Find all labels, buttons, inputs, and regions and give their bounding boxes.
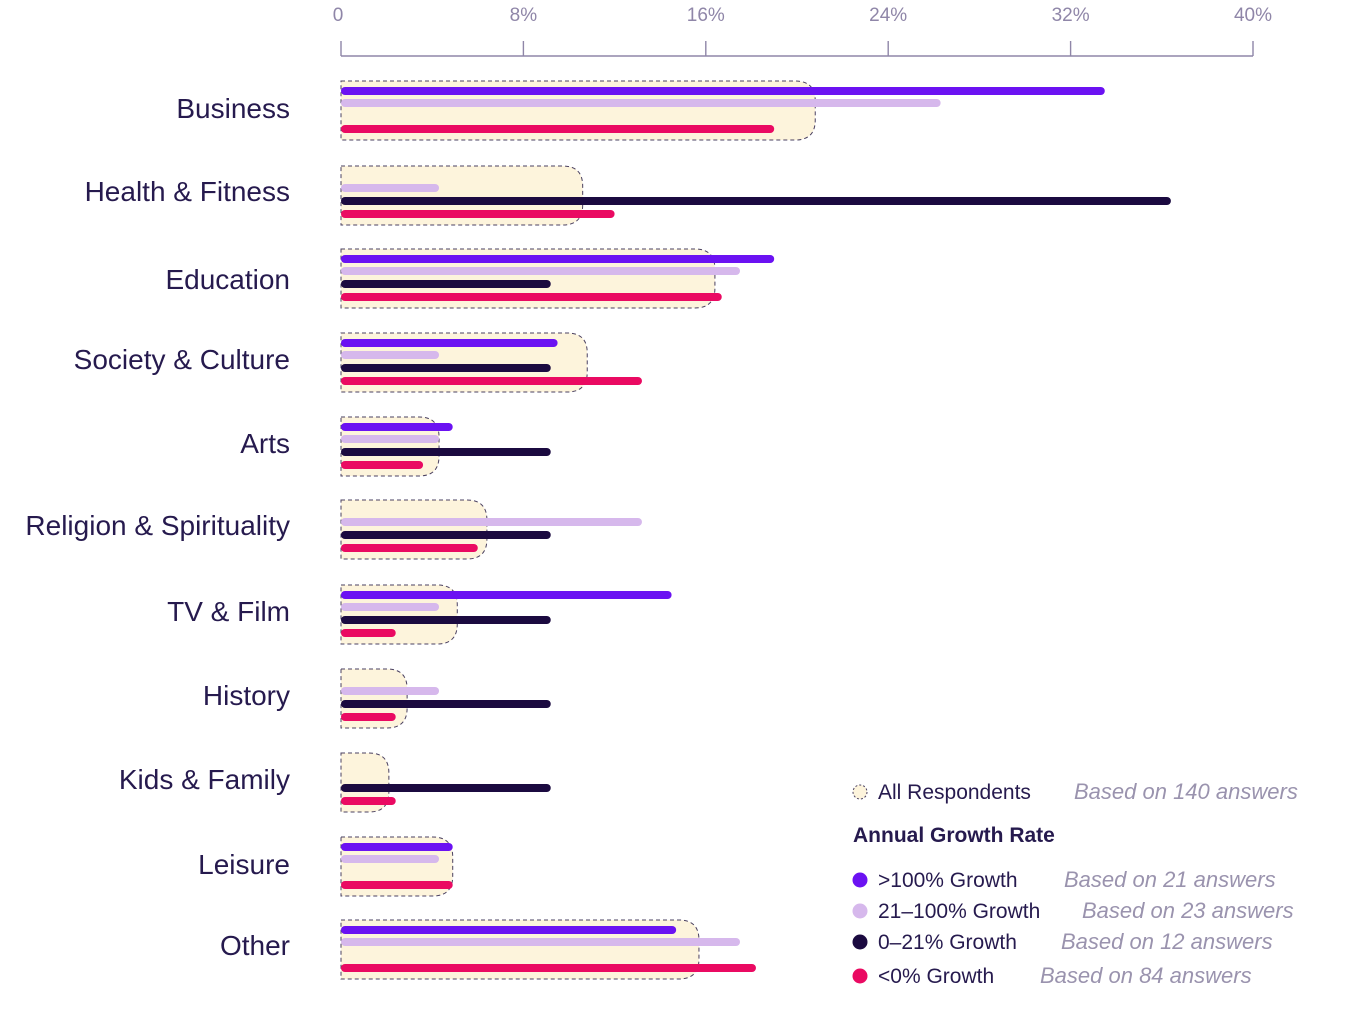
category-group: TV & Film [167, 584, 672, 645]
series-bar [341, 616, 551, 624]
series-bar [341, 461, 424, 469]
category-label: Education [165, 264, 290, 295]
category-groups: Business Health & Fitness Education Society… [25, 80, 1171, 980]
category-group: Other [220, 919, 756, 980]
x-tick-label: 0 [333, 5, 344, 26]
category-label: Religion & Spirituality [25, 510, 290, 541]
series-bar [341, 964, 756, 972]
category-group: Education [165, 248, 775, 309]
legend-swatch [852, 872, 868, 888]
series-bar [341, 448, 551, 456]
category-label: Leisure [198, 849, 290, 880]
x-tick-label: 16% [687, 5, 725, 26]
category-label: Business [176, 93, 290, 124]
x-tick-label: 8% [510, 5, 538, 26]
legend-swatch [852, 968, 868, 984]
series-bar [341, 713, 396, 721]
series-bar [341, 377, 642, 385]
series-bar [341, 87, 1105, 95]
series-bar [341, 255, 775, 263]
series-bar [341, 855, 440, 863]
category-group: Arts [240, 416, 551, 477]
category-group: Leisure [198, 836, 454, 897]
category-label: Health & Fitness [85, 176, 290, 207]
series-bar [341, 531, 551, 539]
series-bar [341, 339, 558, 347]
x-axis: 0 8% 16% 24% 32% 40% [333, 5, 1272, 57]
x-tick-label: 24% [869, 5, 907, 26]
category-label: Other [220, 930, 290, 961]
legend-label: 21–100% Growth [878, 900, 1040, 923]
category-group: Society & Culture [74, 332, 642, 393]
series-bar [341, 184, 440, 192]
legend-note: Based on 23 answers [1082, 898, 1294, 923]
category-label: Society & Culture [74, 344, 290, 375]
series-bar [341, 99, 941, 107]
series-bar [341, 435, 440, 443]
series-bar [341, 881, 453, 889]
x-tick-label: 40% [1234, 5, 1272, 26]
series-bar [341, 518, 642, 526]
legend-label: >100% Growth [878, 869, 1018, 892]
series-bar [341, 926, 677, 934]
series-bar [341, 544, 478, 552]
series-bar [341, 267, 740, 275]
category-label: Kids & Family [119, 764, 290, 795]
series-bar [341, 591, 672, 599]
legend-label-all-respondents: All Respondents [878, 781, 1031, 804]
series-bar [341, 603, 440, 611]
category-group: Religion & Spirituality [25, 499, 642, 560]
series-bar [341, 210, 615, 218]
category-group: History [203, 668, 551, 729]
series-bar [341, 364, 551, 372]
legend-label: 0–21% Growth [878, 931, 1017, 954]
legend-note-all-respondents: Based on 140 answers [1074, 779, 1298, 804]
legend: All Respondents Based on 140 answers Annua… [852, 779, 1298, 988]
legend-swatch [852, 903, 868, 919]
series-bar [341, 784, 551, 792]
legend-note: Based on 21 answers [1064, 867, 1276, 892]
series-bar [341, 423, 453, 431]
legend-note: Based on 84 answers [1040, 963, 1252, 988]
category-label: TV & Film [167, 596, 290, 627]
series-bar [341, 797, 396, 805]
series-bar [341, 351, 440, 359]
series-bar [341, 197, 1171, 205]
legend-note: Based on 12 answers [1061, 929, 1273, 954]
legend-swatch-all-respondents [852, 784, 868, 800]
series-bar [341, 700, 551, 708]
series-bar [341, 938, 740, 946]
series-bar [341, 125, 775, 133]
series-bar [341, 843, 453, 851]
legend-title: Annual Growth Rate [853, 824, 1055, 847]
x-tick-label: 32% [1052, 5, 1090, 26]
category-group: Kids & Family [119, 752, 551, 813]
category-label: Arts [240, 428, 290, 459]
legend-swatch [852, 934, 868, 950]
category-label: History [203, 680, 290, 711]
series-bar [341, 629, 396, 637]
series-bar [341, 280, 551, 288]
category-group: Business [176, 80, 1105, 141]
series-bar [341, 293, 722, 301]
series-bar [341, 687, 440, 695]
legend-label: <0% Growth [878, 965, 994, 988]
category-group: Health & Fitness [85, 165, 1171, 226]
